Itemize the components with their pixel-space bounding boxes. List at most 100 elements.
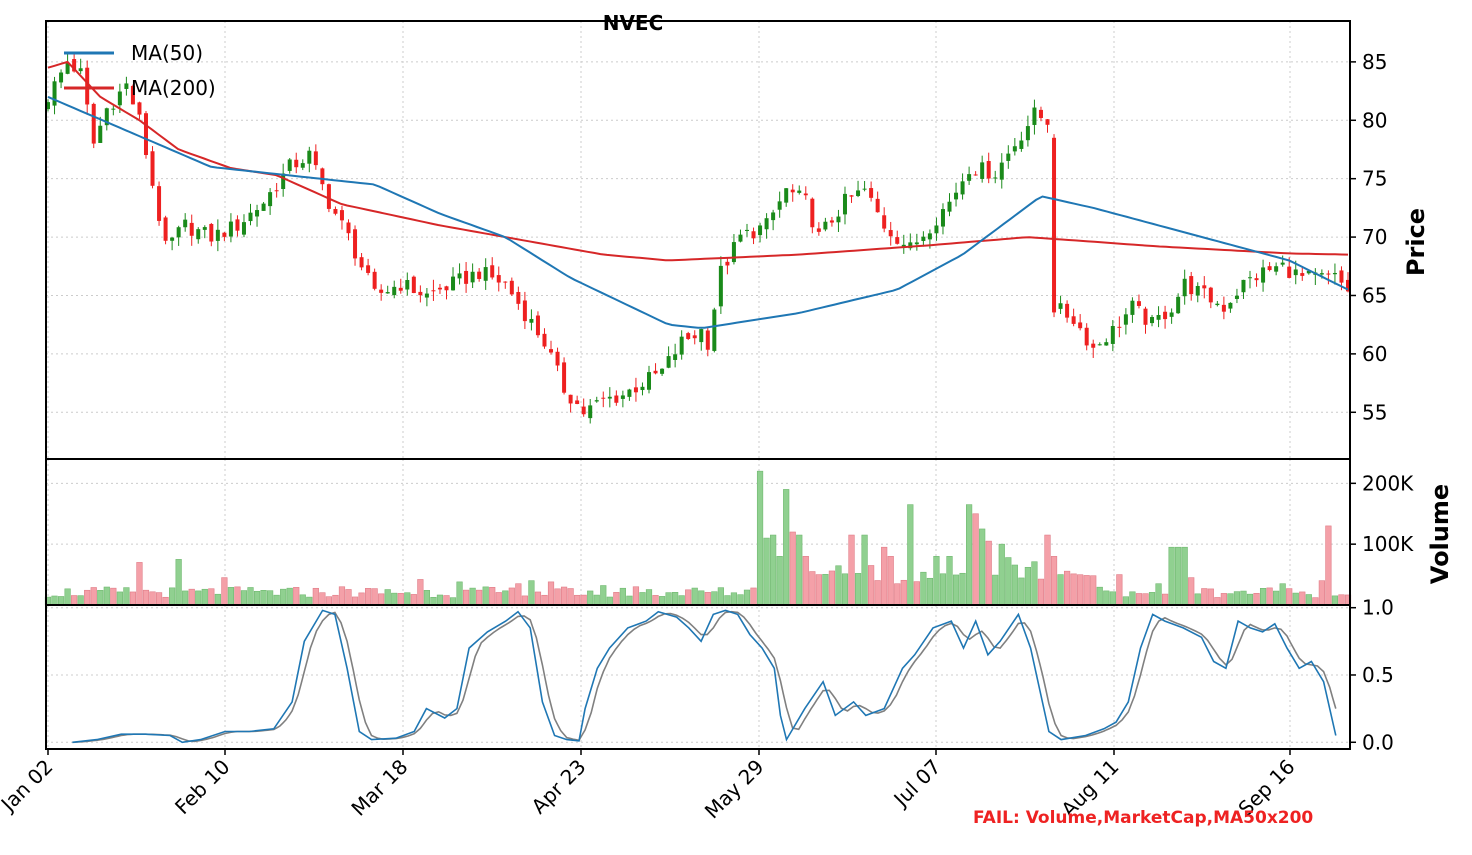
candle-body [1097,344,1102,346]
volume-bar [868,565,875,606]
candle-body [1234,295,1239,299]
legend: MA(50) MA(200) [64,41,216,100]
volume-bar [1325,525,1332,606]
volume-bar [123,587,130,606]
candle-body [660,368,665,374]
candle-body [1261,267,1266,283]
candle-body [1104,342,1109,346]
candle-body [1012,146,1017,152]
volume-bar [515,583,522,606]
candle-body [1163,311,1168,320]
candle-body [718,265,723,307]
candle-body [72,59,77,72]
volume-y-ticks: 100K 200K [1350,471,1414,556]
candle-body [353,229,358,259]
candle-body [294,159,299,168]
candle-body [575,400,580,404]
volume-bar [77,595,84,606]
candle-body [816,228,821,232]
fail-annotation: FAIL: Volume,MarketCap,MA50x200 [973,808,1314,828]
candle-body [52,81,57,106]
volume-bar [1292,592,1299,606]
candle-body [189,222,194,236]
volume-bar [332,594,339,606]
volume-bar [110,587,117,606]
candle-body [1248,277,1253,279]
candle-body [91,103,96,144]
volume-bar [966,504,973,606]
volume-bar [169,587,176,606]
volume-bar [84,589,91,606]
x-tick-label: Apr 23 [527,755,591,819]
volume-bar [443,595,450,606]
volume-bar [306,596,313,606]
volume-bar [763,537,770,606]
volume-bar [469,587,476,606]
volume-bar [1005,557,1012,606]
candle-body [418,291,423,296]
volume-bar [1181,546,1188,606]
candle-body [542,333,547,347]
volume-bar [874,580,881,606]
price-axis-label: Price [1402,208,1430,276]
candle-body [209,223,214,242]
volume-bar [384,589,391,606]
volume-bar [698,590,705,606]
price-panel: 55 60 65 70 75 80 85 Price NVEC MA(50) MA(200) [45,11,1430,460]
volume-bars [44,470,1352,606]
volume-bar [743,589,751,606]
volume-bar [410,594,417,606]
volume-bar [1031,561,1038,606]
volume-bar [397,593,404,606]
candle-body [1241,279,1246,293]
volume-axis-label: Volume [1426,484,1454,584]
volume-bar [462,589,470,606]
candle-body [568,394,573,404]
candle-body [1091,343,1096,348]
candle-body [59,72,64,83]
volume-bar [580,594,587,606]
volume-bar [854,573,862,606]
candle-body [241,222,246,235]
volume-bar [985,540,992,606]
volume-bar [1175,546,1182,606]
candle-body [1208,287,1213,303]
volume-bar [286,587,293,606]
candle-body [516,291,521,304]
candle-body [1006,153,1011,161]
volume-bar [776,556,783,606]
candle-body [535,315,540,336]
candle-body [1267,266,1272,271]
volume-bar [1240,590,1247,606]
candle-body [1287,266,1292,278]
candle-body [320,168,325,185]
candle-body [183,219,188,228]
candle-body [1045,119,1050,125]
candle-body [940,209,945,227]
candle-body [287,159,292,171]
volume-tick-label: 200K [1362,471,1414,495]
candle-body [607,396,612,399]
volume-bar [378,593,385,606]
candle-body [588,405,593,419]
candle-body [522,300,527,322]
candle-body [1019,140,1024,149]
candle-body [274,190,279,192]
price-grid [46,21,1350,459]
volume-bar [1312,597,1319,606]
candle-body [326,184,331,209]
volume-bar [423,590,430,606]
volume-bar [136,562,143,606]
candle-body [143,113,148,156]
candle-body [1300,273,1305,276]
candle-body [1052,137,1057,313]
candle-body [202,227,207,230]
candle-body [1110,326,1115,344]
volume-bar [371,588,378,606]
volume-bar [521,595,528,606]
volume-bar [645,589,653,606]
candle-body [647,372,652,390]
volume-bar [351,596,359,606]
candle-body [980,162,985,179]
candle-body [633,387,638,393]
